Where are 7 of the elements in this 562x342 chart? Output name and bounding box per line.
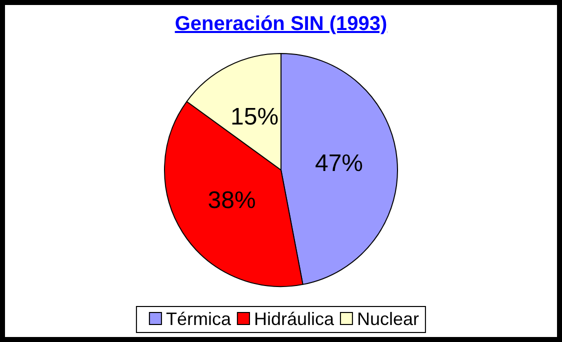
legend-label: Hidráulica [254,309,334,329]
data-label: 15% [230,104,279,131]
chart-title: Generación SIN (1993) [174,13,388,36]
data-label: 47% [314,150,364,178]
legend-label: Nuclear [357,309,420,329]
data-label: 38% [208,186,256,214]
legend-label: Térmica [166,309,231,329]
